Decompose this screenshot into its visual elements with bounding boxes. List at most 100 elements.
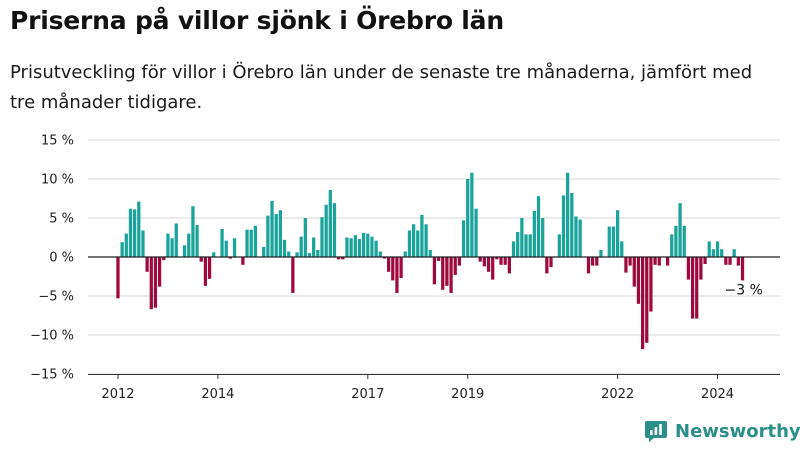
bar bbox=[628, 257, 632, 266]
bar bbox=[395, 257, 399, 293]
bar bbox=[520, 218, 524, 257]
bar bbox=[428, 249, 432, 257]
bar bbox=[470, 172, 474, 257]
bar bbox=[436, 257, 441, 261]
bar bbox=[495, 257, 499, 260]
bar bbox=[432, 257, 437, 285]
bar bbox=[466, 179, 470, 257]
y-tick-label: −5 % bbox=[38, 290, 74, 305]
bar bbox=[507, 257, 511, 274]
bar bbox=[665, 257, 670, 266]
bar bbox=[570, 193, 574, 257]
bar bbox=[482, 257, 486, 267]
bar bbox=[182, 245, 187, 257]
bar bbox=[720, 249, 724, 257]
bar bbox=[166, 233, 170, 257]
bar bbox=[149, 257, 153, 310]
bar bbox=[391, 257, 395, 281]
bar bbox=[357, 239, 362, 257]
bar bbox=[332, 203, 337, 257]
bar bbox=[620, 241, 624, 257]
bar bbox=[220, 228, 224, 257]
bar bbox=[349, 238, 353, 257]
bar bbox=[499, 257, 503, 265]
bar bbox=[307, 253, 312, 257]
bar bbox=[303, 218, 307, 257]
bar bbox=[120, 242, 124, 257]
y-tick-label: 15 % bbox=[41, 134, 74, 149]
bar bbox=[341, 257, 345, 260]
bar bbox=[732, 249, 736, 257]
bar bbox=[170, 238, 174, 257]
x-tick-label: 2017 bbox=[351, 387, 384, 402]
bar bbox=[203, 257, 208, 286]
bar bbox=[686, 257, 691, 280]
bar bbox=[420, 214, 424, 257]
bar bbox=[403, 251, 407, 257]
bar bbox=[262, 246, 266, 257]
bar bbox=[699, 257, 703, 280]
bar bbox=[320, 217, 324, 257]
bar bbox=[224, 240, 228, 257]
bar bbox=[228, 257, 233, 259]
bar bbox=[690, 257, 695, 319]
bar bbox=[632, 257, 636, 287]
bar bbox=[636, 257, 641, 304]
bar bbox=[128, 208, 133, 257]
bar bbox=[449, 257, 453, 293]
chart-subtitle: Prisutveckling för villor i Örebro län u… bbox=[10, 62, 753, 113]
bar bbox=[153, 257, 158, 308]
bar bbox=[528, 234, 532, 257]
bar bbox=[645, 257, 649, 343]
bar bbox=[545, 257, 549, 274]
bar bbox=[362, 232, 366, 257]
bar bbox=[424, 224, 428, 257]
y-tick-label: 5 % bbox=[49, 212, 74, 227]
bar bbox=[532, 210, 536, 257]
bar bbox=[736, 257, 740, 266]
bar bbox=[728, 257, 732, 265]
bar bbox=[715, 241, 720, 257]
last-value-annotation: −3 % bbox=[725, 282, 763, 298]
chart-title: Priserna på villor sjönk i Örebro län bbox=[10, 6, 504, 35]
bar bbox=[457, 257, 462, 266]
bar bbox=[678, 203, 682, 257]
newsworthy-logo-icon bbox=[645, 421, 667, 442]
bar bbox=[366, 233, 370, 257]
bar bbox=[557, 234, 561, 257]
x-tick-label: 2022 bbox=[601, 387, 634, 402]
bar bbox=[536, 196, 541, 257]
y-tick-label: 0 % bbox=[49, 251, 74, 266]
bar bbox=[212, 252, 216, 257]
bar bbox=[253, 225, 258, 257]
bar bbox=[249, 229, 253, 257]
bar bbox=[461, 220, 466, 257]
axes: 15 % 10 % 5 % 0 % −5 % −10 % −15 % 2012 2014 2017… bbox=[30, 134, 780, 402]
bar bbox=[291, 257, 295, 293]
bar bbox=[187, 233, 191, 257]
bar bbox=[595, 257, 599, 266]
bar bbox=[157, 257, 162, 287]
bar bbox=[374, 240, 378, 257]
bar bbox=[386, 257, 391, 272]
bar bbox=[599, 249, 603, 257]
bar bbox=[324, 204, 328, 257]
bar bbox=[274, 214, 278, 257]
bar bbox=[578, 219, 582, 257]
bar bbox=[191, 206, 195, 257]
bar bbox=[541, 218, 545, 257]
bar bbox=[295, 252, 299, 257]
x-tick-label: 2024 bbox=[701, 387, 734, 402]
bar bbox=[133, 209, 137, 257]
bar bbox=[703, 257, 707, 265]
bar bbox=[707, 241, 711, 257]
bar bbox=[657, 257, 661, 266]
y-tick-label: −15 % bbox=[30, 368, 74, 383]
bar bbox=[345, 237, 349, 257]
bar bbox=[282, 239, 287, 257]
bar bbox=[653, 257, 657, 265]
annotations: −3 % bbox=[725, 282, 763, 298]
x-tick-label: 2012 bbox=[101, 387, 134, 402]
bar bbox=[624, 257, 628, 273]
bar bbox=[511, 241, 516, 257]
